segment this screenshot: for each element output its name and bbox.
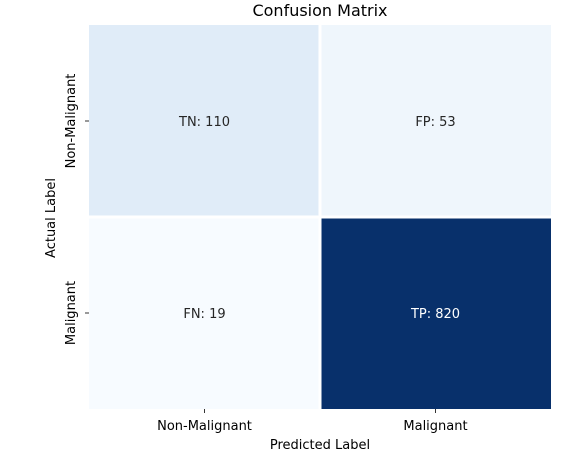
y-tick-label: Malignant: [64, 281, 79, 345]
axis-ticks: Non-Malignant Malignant Non-Malignant Malig…: [64, 74, 468, 434]
heatmap-cell: [89, 25, 319, 216]
y-tick-label: Non-Malignant: [64, 74, 79, 169]
chart-title: Confusion Matrix: [252, 1, 387, 20]
x-axis-label: Predicted Label: [270, 438, 370, 453]
y-axis-label: Actual Label: [44, 178, 59, 258]
x-tick-label: Non-Malignant: [157, 419, 252, 434]
heatmap-cells: TN: 110 FP: 53 FN: 19 TP: 820: [89, 25, 551, 409]
cell-annotation: FP: 53: [415, 115, 455, 130]
cell-annotation: TP: 820: [410, 307, 460, 322]
cell-annotation: TN: 110: [178, 115, 230, 130]
heatmap-cell: [321, 25, 551, 216]
heatmap-cell: [321, 218, 551, 409]
heatmap-cell: [89, 218, 319, 409]
x-tick-label: Malignant: [403, 419, 467, 434]
cell-annotation: FN: 19: [183, 307, 225, 322]
